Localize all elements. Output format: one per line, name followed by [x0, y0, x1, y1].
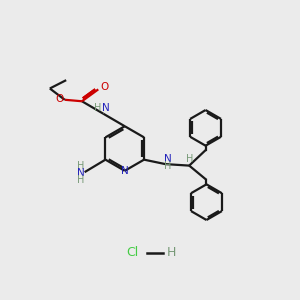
- Text: N: N: [77, 168, 85, 178]
- Text: O: O: [101, 82, 109, 92]
- Text: N: N: [102, 103, 110, 113]
- Text: Cl: Cl: [126, 246, 138, 259]
- Text: O: O: [55, 94, 64, 103]
- Text: H: H: [77, 175, 85, 184]
- Text: H: H: [94, 103, 102, 113]
- Text: H: H: [186, 154, 194, 164]
- Text: H: H: [167, 246, 176, 259]
- Text: N: N: [121, 166, 129, 176]
- Text: N: N: [164, 154, 172, 164]
- Text: H: H: [164, 161, 172, 172]
- Text: H: H: [77, 161, 85, 171]
